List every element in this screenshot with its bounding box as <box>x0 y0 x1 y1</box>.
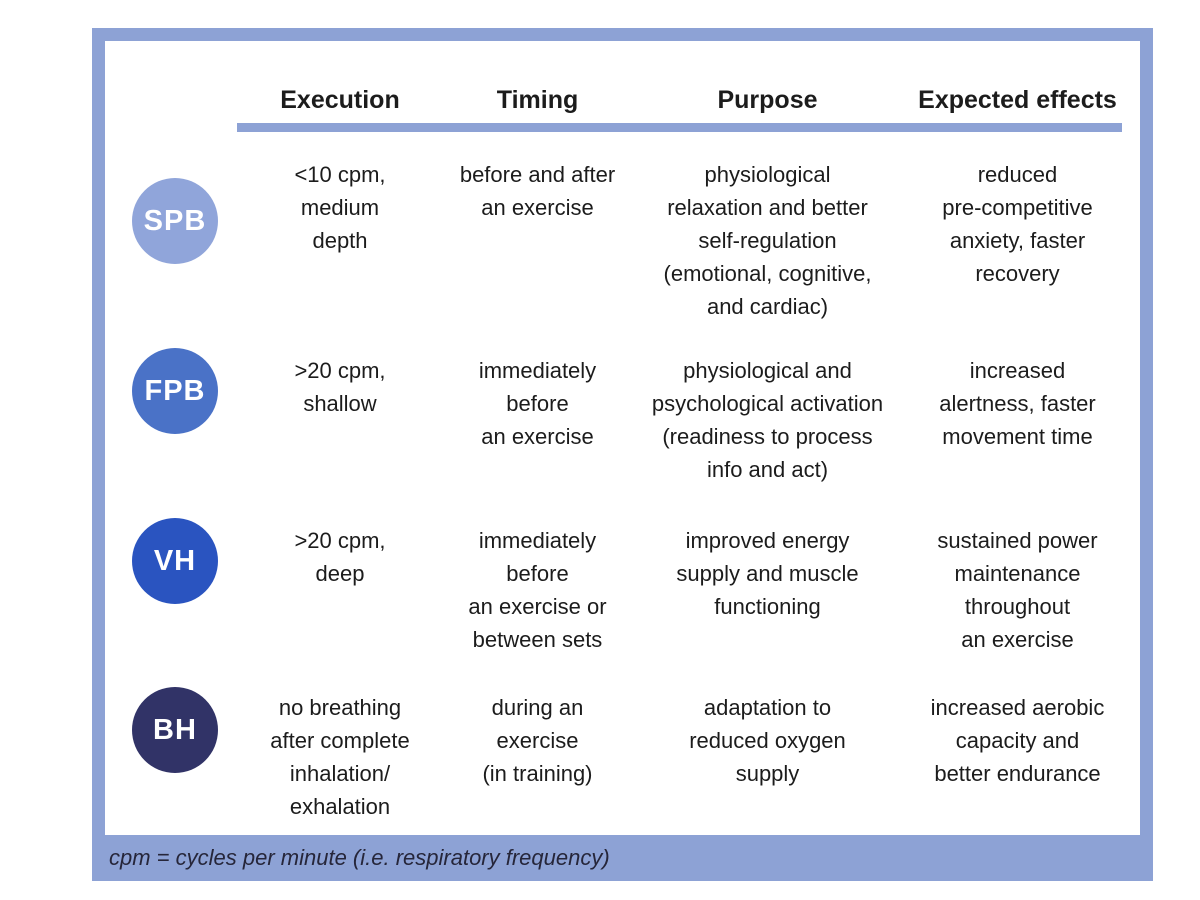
header-underline <box>237 123 1122 132</box>
spb-effects-cell: reduced pre-competitive anxiety, faster … <box>942 162 1093 286</box>
vh-execution-cell: >20 cpm, deep <box>294 528 386 586</box>
table-row-vh: VH >20 cpm, deep immediately before an e… <box>105 518 1140 656</box>
fpb-execution-cell: >20 cpm, shallow <box>294 358 386 416</box>
bh-purpose-cell: adaptation to reduced oxygen supply <box>689 695 846 786</box>
footnote-text: cpm = cycles per minute (i.e. respirator… <box>109 845 610 870</box>
bh-timing-cell: during an exercise (in training) <box>482 695 593 786</box>
fpb-timing-cell: immediately before an exercise <box>478 358 597 449</box>
fpb-purpose-cell: physiological and psychological activati… <box>651 358 884 482</box>
vh-purpose-cell: improved energy supply and muscle functi… <box>676 528 859 619</box>
badge-cell: BH <box>105 687 245 773</box>
vh-timing-cell: immediately before an exercise or betwee… <box>468 528 607 652</box>
column-header-execution: Execution <box>280 86 400 114</box>
badge-cell: FPB <box>105 348 245 434</box>
column-header-timing: Timing <box>496 86 579 114</box>
table-header-row: Execution Timing Purpose Expected effect… <box>105 86 1140 115</box>
fpb-badge: FPB <box>132 348 218 434</box>
vh-badge: VH <box>132 518 218 604</box>
table-frame: Execution Timing Purpose Expected effect… <box>92 28 1153 881</box>
spb-timing-cell: before and after an exercise <box>459 162 616 220</box>
badge-cell: VH <box>105 518 245 604</box>
header-spacer <box>105 86 245 115</box>
bh-effects-cell: increased aerobic capacity and better en… <box>930 695 1105 786</box>
bh-badge: BH <box>132 687 218 773</box>
bh-execution-cell: no breathing after complete inhalation/ … <box>270 695 410 819</box>
badge-cell: SPB <box>105 158 245 264</box>
spb-execution-cell: <10 cpm, medium depth <box>294 162 386 253</box>
table-row-bh: BH no breathing after complete inhalatio… <box>105 687 1140 823</box>
spb-purpose-cell: physiological relaxation and better self… <box>663 162 872 319</box>
footnote-bar: cpm = cycles per minute (i.e. respirator… <box>92 835 1153 881</box>
vh-effects-cell: sustained power maintenance throughout a… <box>937 528 1098 652</box>
column-header-purpose: Purpose <box>717 86 818 114</box>
table-row-fpb: FPB >20 cpm, shallow immediately before … <box>105 348 1140 486</box>
spb-badge: SPB <box>132 178 218 264</box>
fpb-effects-cell: increased alertness, faster movement tim… <box>939 358 1096 449</box>
table-row-spb: SPB <10 cpm, medium depth before and aft… <box>105 158 1140 323</box>
table-content-area: Execution Timing Purpose Expected effect… <box>105 41 1140 835</box>
column-header-expected-effects: Expected effects <box>918 86 1117 114</box>
